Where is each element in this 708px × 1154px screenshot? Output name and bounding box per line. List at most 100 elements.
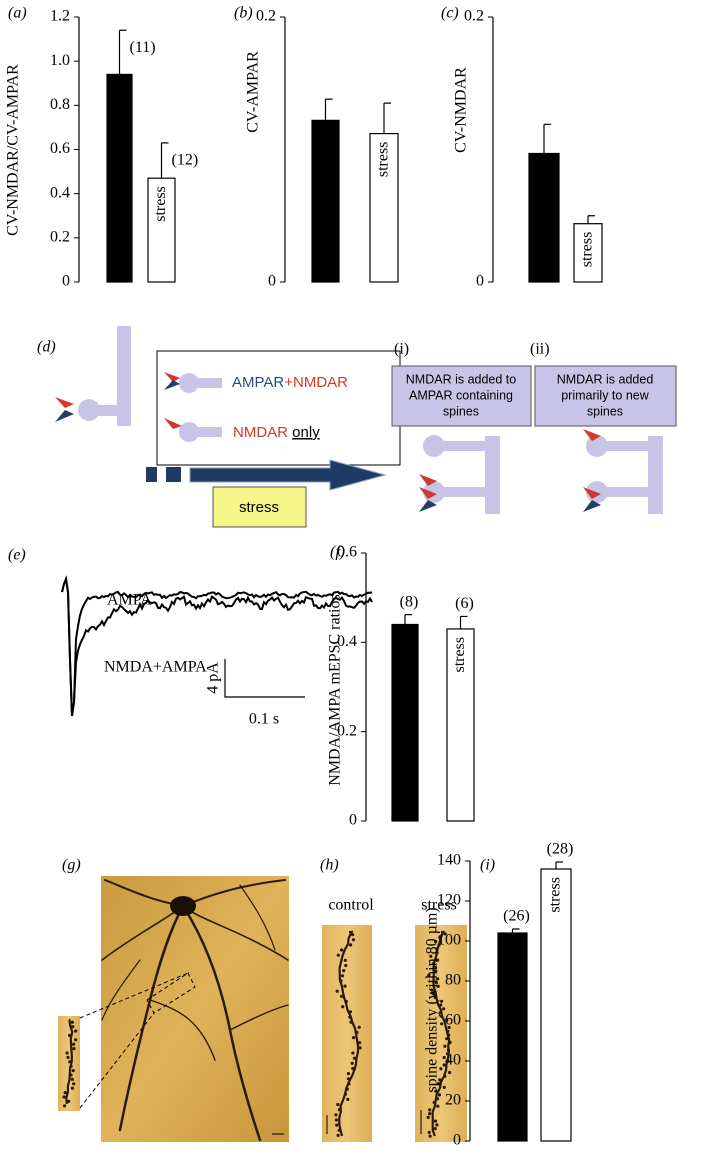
y-tick-label: 80 — [445, 972, 461, 989]
spine-neck — [599, 441, 649, 451]
count-annotation: (8) — [400, 593, 419, 610]
outcome-text: NMDAR is added — [557, 372, 654, 386]
zoom-box — [146, 972, 196, 1014]
spine — [345, 1087, 349, 1091]
outcome-text: NMDAR is added to — [406, 372, 517, 386]
scale-label: 0.1 s — [249, 711, 279, 728]
spine — [337, 1108, 341, 1112]
column-label: stress — [421, 897, 457, 914]
y-tick-label: 1.2 — [50, 8, 70, 25]
spine — [352, 1036, 356, 1040]
error-bar — [555, 861, 563, 869]
process-box — [212, 486, 307, 528]
panel-label: (d) — [37, 339, 56, 356]
bar — [446, 628, 475, 822]
dendrite — [149, 999, 216, 1061]
spine — [427, 973, 431, 977]
spine-neck — [436, 441, 486, 451]
bar-chart: (f) NMDA/AMPA mEPSC ratios 0 0.2 0.4 0.6 contr… — [327, 544, 475, 829]
error-bar — [587, 215, 595, 224]
y-tick-label: 140 — [437, 852, 461, 869]
y-tick-label: 20 — [445, 1092, 461, 1109]
spine-head — [179, 422, 199, 442]
dendrite — [485, 436, 500, 514]
spine — [344, 963, 348, 968]
panel-label: (c) — [441, 5, 459, 22]
spine — [447, 1033, 451, 1037]
y-tick-label: 60 — [445, 1012, 461, 1029]
spine — [446, 1059, 450, 1063]
bar — [497, 932, 528, 1142]
spine — [66, 1055, 70, 1059]
spine — [336, 953, 340, 957]
bar-chart: (c) CV-NMDAR 0 0.2 control stress — [441, 5, 603, 290]
y-tick-label: 40 — [445, 1052, 461, 1069]
spine-neck — [599, 487, 649, 497]
nmdar-arrow — [583, 429, 601, 441]
spine — [67, 1099, 71, 1103]
dash — [146, 467, 157, 482]
spine — [336, 1133, 340, 1137]
spine — [350, 1061, 354, 1065]
spine-neck — [188, 378, 222, 388]
bar — [311, 119, 340, 283]
bar — [147, 177, 176, 283]
trace-ampa — [61, 575, 373, 717]
trace-label: AMPA — [107, 592, 152, 609]
y-axis-label: spine density (within 80 µm) — [424, 907, 441, 1092]
scale-bar — [224, 659, 305, 698]
y-tick-label: 0.6 — [50, 140, 70, 157]
spine — [445, 1037, 449, 1041]
spine — [71, 1069, 75, 1073]
category-label: control — [503, 940, 520, 986]
nmdar-arrow — [55, 397, 74, 408]
y-axis-label: NMDA/AMPA mEPSC ratios — [327, 594, 344, 785]
spine — [434, 1089, 438, 1093]
zoom-line — [79, 972, 189, 1019]
spine — [65, 1051, 69, 1055]
spine — [337, 1128, 341, 1132]
error-bar — [324, 98, 333, 121]
spine — [434, 981, 438, 985]
process-arrow — [189, 459, 387, 491]
nmdar-arrow — [164, 372, 180, 382]
soma — [170, 896, 196, 916]
y-tick-label: 0.4 — [337, 633, 357, 650]
spine — [436, 984, 440, 988]
bar — [540, 868, 572, 1142]
spine — [442, 1055, 446, 1060]
legend-box — [156, 350, 401, 466]
spine — [343, 1092, 347, 1096]
y-tick-label: 0 — [349, 812, 357, 829]
outcome-label: (ii) — [530, 341, 550, 358]
spine — [70, 1020, 74, 1024]
spine — [344, 999, 348, 1004]
y-tick-label: 0 — [476, 273, 484, 290]
bar — [391, 623, 419, 822]
outcome-text: spines — [443, 404, 479, 418]
y-tick-label: 100 — [437, 932, 461, 949]
bar-chart: (i) spine density (within 80 µm) 0 20 40 60 80… — [424, 841, 574, 1149]
spine — [69, 1064, 73, 1068]
spine — [437, 943, 441, 947]
spine — [68, 1033, 72, 1037]
spine — [433, 966, 438, 970]
micrograph — [415, 925, 467, 1142]
spine — [341, 1005, 345, 1009]
spine — [439, 1067, 443, 1071]
spine — [342, 969, 346, 973]
spine — [334, 1113, 338, 1117]
bar-chart: (b) CV-AMPAR 0 0.2 control stress — [234, 5, 399, 290]
dendrite — [117, 326, 131, 426]
spine — [346, 1077, 351, 1081]
count-annotation: (6) — [455, 595, 474, 612]
dendrite — [338, 930, 360, 1137]
ampar-arrow — [419, 500, 437, 512]
spine — [426, 1115, 430, 1119]
spine — [442, 1007, 446, 1011]
spine — [438, 1078, 442, 1082]
spine — [432, 1100, 436, 1104]
outcome-text: AMPAR containing — [409, 388, 513, 402]
nmdar-arrow — [419, 487, 437, 499]
